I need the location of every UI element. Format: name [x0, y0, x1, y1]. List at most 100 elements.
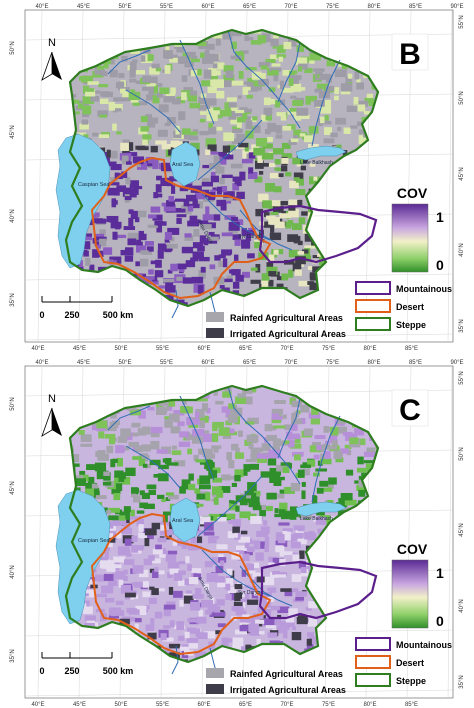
river-line [201, 193, 271, 241]
north-arrow-icon [41, 407, 62, 437]
mountain-border [258, 560, 378, 620]
bottom-tick-label: 75°E [322, 346, 335, 352]
irrigated-legend-label: Irrigated Agricultural Areas [230, 329, 346, 339]
north-label: N [48, 37, 56, 49]
cov-colorbar [391, 203, 429, 273]
top-tick-label: 40°E [35, 360, 48, 366]
left-tick-label: 50°N [10, 41, 16, 54]
river-line [171, 645, 179, 675]
desert-swatch [355, 299, 391, 313]
river-line [125, 445, 181, 489]
top-tick-label: 75°E [326, 360, 339, 366]
panel-b: 40°E 45°E 50°E 55°E 60°E 65°E 70°E 75°E 80°E 85°E… [0, 0, 474, 352]
irrigated-swatch [206, 328, 224, 338]
top-tick-label: 75°E [326, 4, 339, 10]
steppe-legend-label: Steppe [396, 320, 426, 330]
river-line [311, 59, 341, 147]
bottom-tick-label: 65°E [239, 702, 252, 708]
river-line [197, 119, 263, 181]
panel-letter-box [391, 389, 429, 427]
bottom-tick-label: 55°E [156, 346, 169, 352]
desert-border [90, 512, 272, 656]
mountainous-legend-label: Mountainous [396, 284, 452, 294]
panel-c: 40°E 45°E 50°E 55°E 60°E 65°E 70°E 75°E 80°E 85°E… [0, 356, 474, 708]
lake-balkhash [295, 501, 347, 517]
mountain-border [258, 204, 378, 264]
place-label-syr: Syr Darya [238, 234, 260, 240]
scale-label-250: 250 [64, 666, 79, 676]
top-tick-label: 70°E [284, 4, 297, 10]
top-tick-label: 90°E [450, 360, 463, 366]
top-tick-label: 90°E [450, 4, 463, 10]
steppe-border [64, 384, 380, 664]
left-tick-label: 50°N [10, 397, 16, 410]
left-tick-label: 45°N [10, 125, 16, 138]
river-line [239, 565, 293, 607]
rainfed-legend-label: Rainfed Agricultural Areas [230, 669, 343, 679]
top-tick-label: 45°E [77, 360, 90, 366]
river-line [179, 395, 215, 481]
top-tick-label: 55°E [160, 4, 173, 10]
mountainous-swatch [355, 281, 391, 295]
map-svg: 40°E 45°E 50°E 55°E 60°E 65°E 70°E 75°E 80°E 85°E… [10, 360, 465, 708]
panel-letter: C [399, 394, 421, 427]
top-tick-label: 50°E [118, 4, 131, 10]
river-line [277, 397, 301, 459]
desert-border [90, 156, 272, 300]
top-tick-label: 80°E [367, 4, 380, 10]
cov-title: COV [397, 185, 428, 201]
right-tick-label: 50°N [459, 447, 465, 460]
mountainous-swatch [355, 637, 391, 651]
top-tick-label: 65°E [243, 360, 256, 366]
bottom-tick-label: 45°E [73, 346, 86, 352]
river-line [107, 49, 151, 75]
irrigated-legend-label: Irrigated Agricultural Areas [230, 685, 346, 695]
bottom-tick-label: 40°E [31, 346, 44, 352]
bottom-tick-label: 45°E [73, 702, 86, 708]
river-line [227, 385, 301, 485]
river-line [227, 29, 301, 129]
bottom-tick-label: 65°E [239, 346, 252, 352]
aral-sea [169, 497, 201, 543]
river-line [197, 475, 263, 537]
top-tick-label: 40°E [35, 4, 48, 10]
river-line [107, 405, 151, 431]
right-tick-label: 55°N [459, 371, 465, 384]
rivers [107, 29, 341, 323]
cov-max-label: 1 [436, 565, 444, 581]
river-line [277, 41, 301, 103]
place-label-aral: Aral Sea [172, 162, 194, 168]
place-label-syr: Syr Darya [238, 590, 260, 596]
scale-label-0: 0 [39, 666, 44, 676]
bottom-tick-label: 85°E [405, 702, 418, 708]
scale-label-250: 250 [64, 310, 79, 320]
top-tick-label: 70°E [284, 360, 297, 366]
scale-label-500: 500 km [103, 310, 134, 320]
scale-label-0: 0 [39, 310, 44, 320]
irrigated-swatch [206, 684, 224, 694]
cov-colorbar [391, 559, 429, 629]
bottom-tick-label: 60°E [197, 702, 210, 708]
scale-bar [41, 652, 113, 659]
river-line [311, 415, 341, 503]
right-tick-label: 35°N [459, 675, 465, 688]
top-tick-label: 85°E [409, 4, 422, 10]
left-tick-label: 35°N [10, 649, 16, 662]
river-line [179, 39, 215, 125]
cov-min-label: 0 [436, 257, 444, 273]
cov-min-label: 0 [436, 613, 444, 629]
right-tick-label: 55°N [459, 15, 465, 28]
bottom-tick-label: 60°E [197, 346, 210, 352]
top-tick-label: 80°E [367, 360, 380, 366]
place-label-caspian: Caspian Sea [78, 538, 110, 544]
top-tick-label: 85°E [409, 360, 422, 366]
rainfed-legend-label: Rainfed Agricultural Areas [230, 313, 343, 323]
top-tick-label: 65°E [243, 4, 256, 10]
cov-max-label: 1 [436, 209, 444, 225]
place-label-aral: Aral Sea [172, 518, 194, 524]
top-tick-label: 55°E [160, 360, 173, 366]
caspian-sea [55, 133, 111, 269]
panel-letter: B [399, 38, 421, 71]
top-tick-label: 50°E [118, 360, 131, 366]
